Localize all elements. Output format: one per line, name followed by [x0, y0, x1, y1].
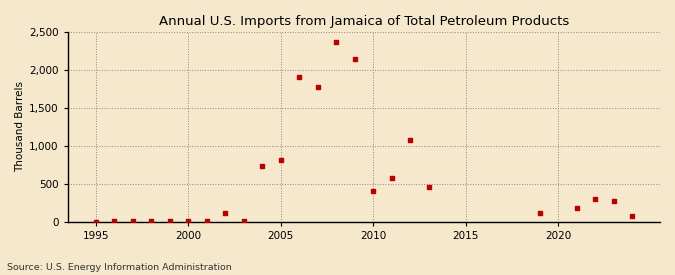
Point	[294, 75, 304, 80]
Point	[405, 138, 416, 143]
Point	[349, 56, 360, 61]
Title: Annual U.S. Imports from Jamaica of Total Petroleum Products: Annual U.S. Imports from Jamaica of Tota…	[159, 15, 569, 28]
Point	[201, 219, 212, 223]
Point	[608, 199, 619, 204]
Y-axis label: Thousand Barrels: Thousand Barrels	[15, 81, 25, 172]
Point	[164, 219, 175, 224]
Point	[220, 211, 231, 215]
Point	[423, 185, 434, 189]
Point	[109, 219, 119, 224]
Point	[313, 85, 323, 89]
Point	[127, 219, 138, 224]
Point	[590, 197, 601, 202]
Point	[90, 219, 101, 224]
Point	[368, 189, 379, 194]
Point	[183, 219, 194, 224]
Point	[535, 211, 545, 216]
Point	[331, 40, 342, 44]
Point	[146, 219, 157, 224]
Point	[571, 206, 582, 211]
Point	[238, 219, 249, 223]
Point	[386, 176, 397, 180]
Text: Source: U.S. Energy Information Administration: Source: U.S. Energy Information Administ…	[7, 263, 232, 272]
Point	[627, 214, 638, 218]
Point	[275, 158, 286, 163]
Point	[256, 164, 267, 169]
